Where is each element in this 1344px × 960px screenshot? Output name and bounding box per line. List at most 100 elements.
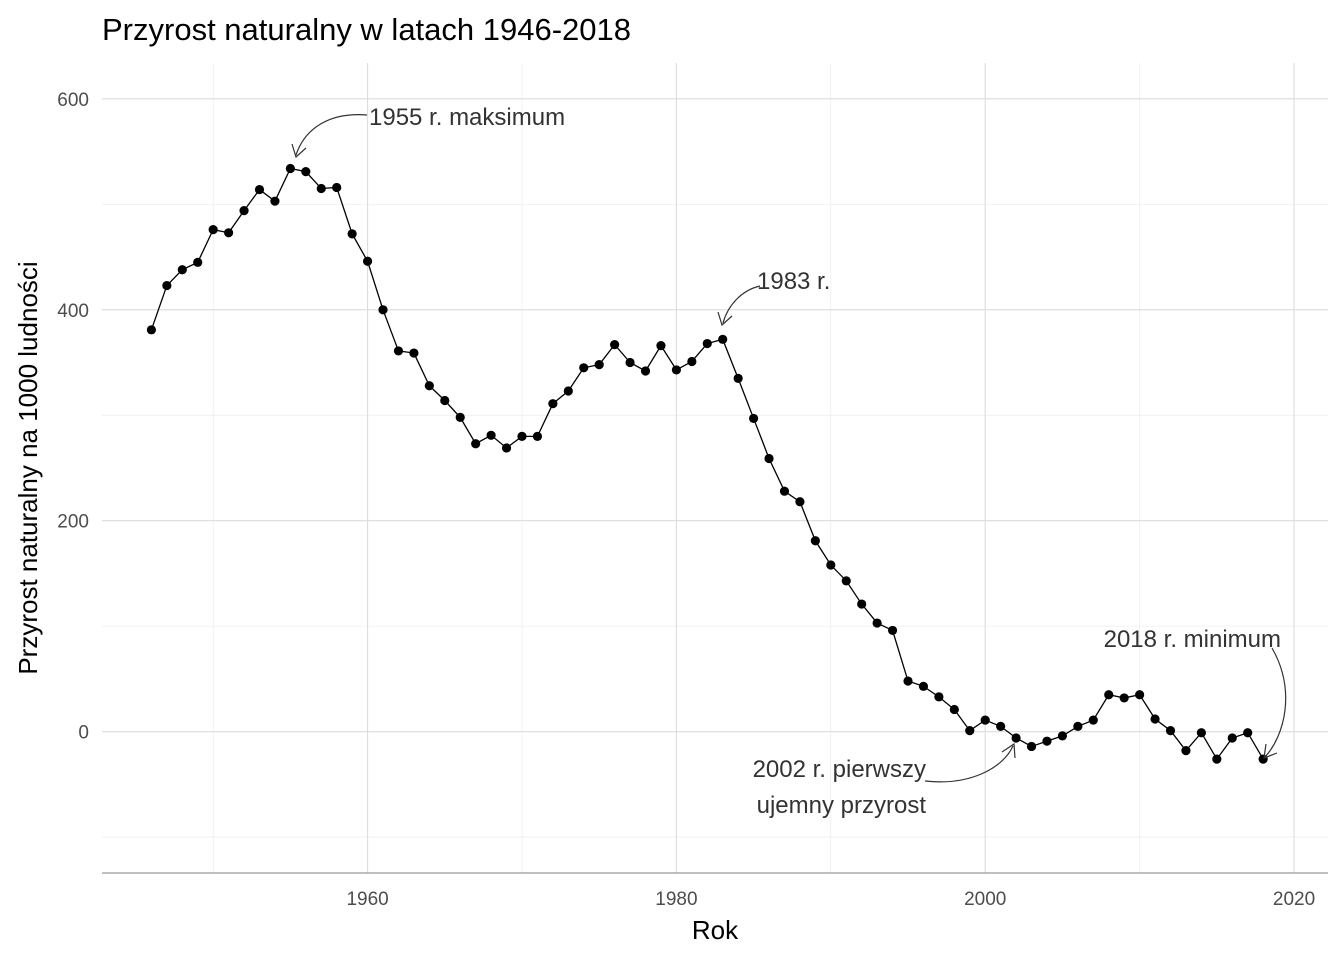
- data-point: [285, 163, 295, 174]
- data-point: [1088, 715, 1098, 725]
- data-point: [594, 360, 604, 370]
- series-line: [150, 167, 1264, 761]
- data-point: [687, 356, 697, 367]
- data-point: [857, 599, 867, 609]
- data-point: [1042, 736, 1052, 746]
- data-point: [1073, 721, 1083, 731]
- data-point: [764, 453, 774, 464]
- y-tick-label: 400: [57, 301, 89, 322]
- annotation-arrowhead-1983: [717, 311, 733, 327]
- data-point: [301, 167, 311, 177]
- data-point: [826, 560, 836, 570]
- data-point: [872, 618, 882, 628]
- data-point: [146, 325, 157, 335]
- data-point: [563, 386, 573, 396]
- data-point: [193, 257, 203, 267]
- data-point: [579, 363, 589, 373]
- data-point: [347, 229, 357, 239]
- data-point: [424, 381, 434, 391]
- data-point: [996, 721, 1006, 731]
- data-point: [471, 439, 481, 449]
- data-point: [1227, 733, 1237, 743]
- y-tick-label: 200: [57, 512, 89, 533]
- data-point: [1243, 728, 1253, 738]
- y-tick-label: 600: [57, 90, 89, 111]
- data-point: [965, 726, 975, 736]
- data-point: [1212, 754, 1222, 764]
- data-point: [1181, 746, 1191, 756]
- x-tick-label: 1980: [655, 889, 697, 910]
- x-tick-label: 1960: [346, 889, 388, 910]
- data-point: [934, 692, 944, 702]
- data-point: [1196, 728, 1206, 738]
- data-point: [887, 625, 898, 636]
- data-point: [440, 395, 450, 406]
- data-point: [718, 334, 728, 344]
- annotation-2002: 2002 r. pierwszy ujemny przyrost: [753, 742, 1016, 819]
- data-point: [702, 338, 712, 349]
- data-point: [795, 497, 805, 507]
- data-point: [1135, 690, 1145, 700]
- annotation-label-1955: 1955 r. maksimum: [369, 104, 565, 131]
- data-point: [378, 305, 388, 315]
- data-point: [656, 341, 666, 351]
- data-point: [610, 340, 620, 350]
- x-tick-label: 2000: [964, 889, 1006, 910]
- data-point: [841, 576, 851, 586]
- data-point: [455, 412, 465, 422]
- chart-title: Przyrost naturalny w latach 1946-2018: [102, 12, 631, 47]
- data-point: [316, 183, 326, 194]
- annotation-arrowhead-1955: [291, 143, 307, 159]
- annotation-label-2018: 2018 r. minimum: [1104, 626, 1281, 653]
- x-axis-title: Rok: [692, 915, 739, 945]
- y-tick-label: 0: [78, 723, 89, 744]
- data-point: [949, 704, 959, 715]
- data-point: [625, 357, 635, 368]
- data-point: [1165, 726, 1176, 736]
- data-point: [532, 431, 543, 441]
- data-point: [270, 196, 280, 206]
- data-point: [918, 681, 929, 691]
- annotation-label-1983: 1983 r.: [757, 268, 830, 295]
- data-point: [749, 413, 759, 424]
- data-point: [1150, 714, 1160, 724]
- data-point: [254, 184, 265, 195]
- y-axis-title: Przyrost naturalny na 1000 ludności: [13, 261, 43, 674]
- annotation-label-2002-line2: ujemny przyrost: [757, 792, 927, 819]
- data-point: [208, 225, 218, 235]
- data-points: [146, 163, 1268, 764]
- annotation-arrow-2002: [924, 745, 1014, 783]
- x-tick-label: 2020: [1273, 889, 1315, 910]
- data-point: [1119, 693, 1129, 703]
- data-point: [779, 486, 790, 496]
- data-point: [501, 443, 512, 453]
- data-point: [640, 366, 651, 376]
- annotation-arrowhead-2018: [1263, 743, 1278, 759]
- data-point: [903, 676, 913, 686]
- data-point: [177, 265, 187, 275]
- data-point: [224, 228, 234, 238]
- annotation-arrow-1983: [722, 285, 761, 324]
- annotation-1955: 1955 r. maksimum: [291, 104, 565, 159]
- annotation-arrow-2018: [1264, 647, 1287, 758]
- data-point: [1057, 731, 1068, 741]
- data-point: [810, 536, 820, 546]
- annotation-2018: 2018 r. minimum: [1104, 626, 1287, 759]
- data-point: [393, 346, 404, 356]
- annotation-arrow-1955: [295, 114, 368, 156]
- plot-grid: [102, 63, 1328, 873]
- data-point: [486, 430, 496, 440]
- data-point: [239, 206, 249, 216]
- data-point: [980, 715, 990, 725]
- data-point: [409, 348, 419, 358]
- data-point: [1011, 733, 1021, 743]
- data-point: [162, 280, 172, 291]
- annotation-label-2002-line1: 2002 r. pierwszy: [753, 756, 926, 783]
- data-point: [733, 373, 743, 383]
- data-point: [1104, 690, 1114, 700]
- annotation-1983: 1983 r.: [717, 268, 830, 327]
- data-point: [332, 182, 342, 193]
- data-point: [671, 365, 681, 375]
- data-point: [517, 431, 527, 441]
